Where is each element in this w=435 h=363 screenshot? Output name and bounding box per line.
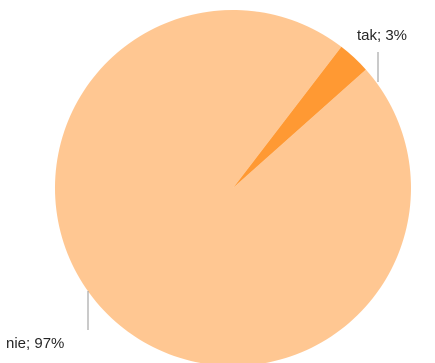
pie-slice-tak xyxy=(233,46,366,188)
slice-label-tak: tak; 3% xyxy=(357,27,407,44)
labels-layer: tak; 3% nie; 97% xyxy=(6,27,407,352)
pie-slice-nie xyxy=(54,10,411,363)
slices-layer xyxy=(54,10,411,363)
slice-label-nie: nie; 97% xyxy=(6,335,64,352)
